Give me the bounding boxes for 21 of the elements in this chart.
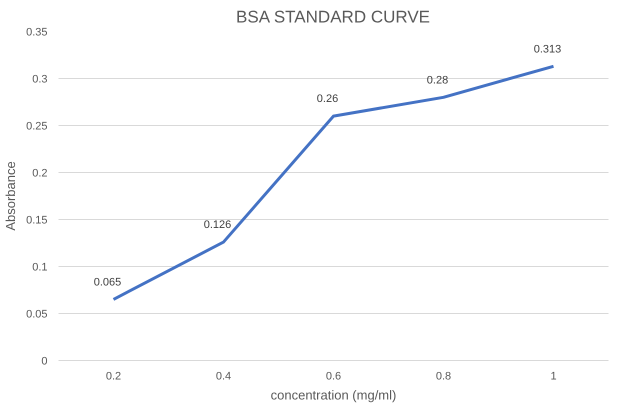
chart-title: BSA STANDARD CURVE [236,8,430,26]
y-tick-label: 0.3 [32,74,48,86]
x-tick-label: 1 [550,370,557,382]
x-axis-title: concentration (mg/ml) [270,388,396,402]
y-tick-label: 0.15 [26,214,48,226]
data-label: 0.26 [316,93,338,106]
x-tick-label: 0.2 [106,370,122,382]
y-tick-label: 0.35 [26,26,48,38]
data-label: 0.126 [204,219,232,232]
y-tick-label: 0.2 [32,168,48,180]
x-tick-label: 0.6 [326,370,342,382]
y-tick-label: 0 [41,356,48,368]
y-tick-label: 0.25 [26,120,48,132]
y-tick-label: 0.05 [26,308,48,320]
data-label: 0.313 [534,43,562,56]
x-tick-label: 0.8 [436,370,452,382]
x-tick-label: 0.4 [216,370,232,382]
y-tick-label: 0.1 [32,262,48,274]
data-label: 0.065 [94,276,122,288]
y-axis-title: Absorbance [3,161,18,231]
data-label: 0.28 [426,74,448,86]
